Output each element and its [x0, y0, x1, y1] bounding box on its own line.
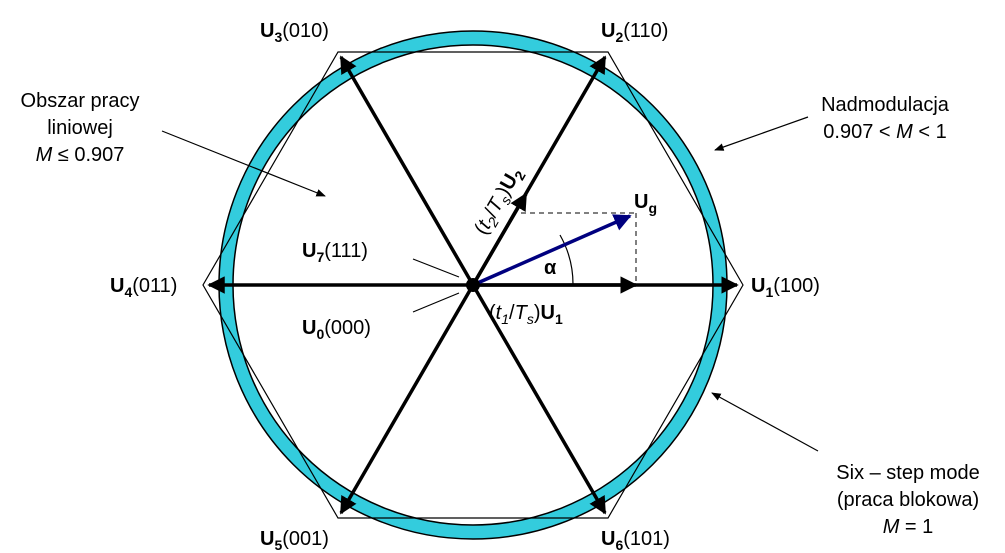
callout-arrows [161, 116, 819, 452]
vector-u5-arrow [339, 284, 475, 515]
origin-point [466, 278, 480, 292]
u0-pointer [412, 292, 460, 313]
overmodulation-line1: Nadmodulacja [821, 94, 950, 116]
vector-u3-label: U3(010) [260, 20, 329, 45]
component-t2-arrow [471, 192, 528, 286]
vector-u0-label: U0(000) [302, 317, 371, 342]
vector-u6-arrow [471, 284, 607, 515]
six-step-hexagon [202, 51, 744, 519]
six-step-pointer [711, 392, 819, 452]
angle-arc [559, 234, 574, 286]
linear-region-condition: M ≤ 0.907 [36, 144, 125, 166]
six-step-line1: Six – step mode [836, 462, 979, 484]
linear-region-line2: liniowej [47, 117, 113, 139]
overmodulation-pointer [714, 116, 809, 151]
component-t1-label: (t1/Ts)U1 [489, 302, 563, 327]
reference-vector-arrow [472, 214, 632, 287]
vector-u2-label: U2(110) [601, 20, 668, 45]
vector-u1-label: U1(100) [751, 275, 820, 300]
overmodulation-condition: 0.907 < M < 1 [823, 121, 946, 143]
vector-u7-label: U7(111) [302, 240, 368, 265]
overmodulation-annotation: Nadmodulacja 0.907 < M < 1 [821, 94, 950, 143]
reference-vector-label: Ug [634, 191, 657, 216]
vector-u6-label: U6(101) [601, 528, 670, 553]
linear-region-pointer [161, 130, 326, 197]
linear-region-line1: Obszar pracy [21, 90, 140, 112]
six-step-line2: (praca blokowa) [837, 489, 979, 511]
component-t2-label: (t2/Ts)U2 [470, 163, 529, 240]
vector-u3-arrow [339, 55, 475, 286]
vector-u4-label: U4(011) [110, 275, 177, 300]
six-step-condition: M = 1 [883, 516, 934, 538]
six-step-annotation: Six – step mode (praca blokowa) M = 1 [836, 462, 979, 538]
linear-region-annotation: Obszar pracy liniowej M ≤ 0.907 [21, 90, 140, 166]
u7-pointer [412, 258, 460, 278]
angle-label: α [544, 257, 557, 279]
projection-lines [521, 212, 637, 282]
vector-u5-label: U5(001) [260, 528, 329, 553]
